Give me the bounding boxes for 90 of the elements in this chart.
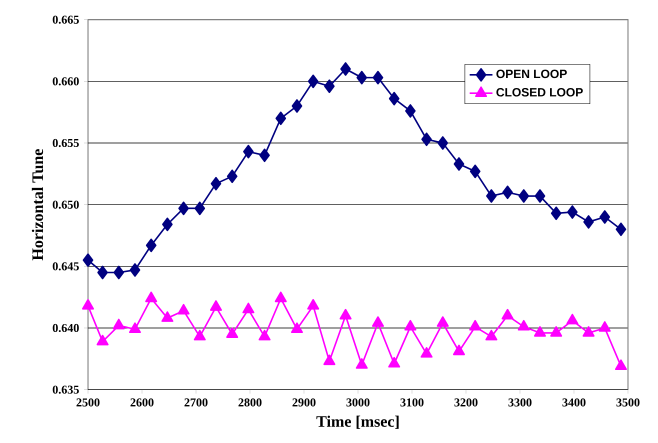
point [356,358,368,369]
point [210,300,222,311]
point [275,112,286,126]
point [226,169,238,184]
y-tick-label: 0.660 [52,77,79,86]
point [130,263,140,277]
point [470,164,480,178]
point [534,189,546,203]
point [162,218,173,232]
x-tick-label: 2600 [130,398,154,406]
legend-label: OPEN LOOP [496,70,567,78]
x-tick-label: 2700 [184,398,208,406]
point [323,354,336,366]
point [518,320,530,331]
point [437,136,448,150]
point [583,215,594,229]
point [307,298,320,310]
point [243,144,254,158]
point [388,356,400,368]
point [146,238,156,252]
x-tick-label: 3000 [346,398,370,406]
point [97,266,108,280]
point [534,326,546,337]
point [614,359,627,370]
point [178,304,190,315]
point [292,99,302,113]
y-tick-label: 0.645 [52,262,79,270]
point [454,157,464,171]
point [82,298,94,310]
point [210,176,222,190]
point [452,344,465,356]
point [112,318,125,330]
x-tick-label: 3300 [508,398,532,406]
point [340,62,351,76]
y-tick-label: 0.635 [52,386,79,394]
point [161,311,174,322]
point [194,202,206,216]
x-tick-label: 3200 [454,398,478,406]
point [550,326,562,337]
y-tick-label: 0.665 [52,16,79,24]
point [242,302,254,314]
point [599,210,610,224]
x-tick-label: 2500 [76,398,100,406]
point [616,222,626,236]
x-tick-label: 3400 [562,398,586,406]
point [194,330,206,340]
point [502,308,514,320]
point [598,321,611,332]
point [226,327,238,338]
point [502,186,513,200]
x-tick-label: 3500 [616,398,640,406]
x-tick-label: 2900 [292,398,316,406]
x-axis-title: Time [msec] [316,416,399,429]
point [550,206,562,220]
y-tick-label: 0.640 [52,324,79,332]
point [469,320,482,331]
y-tick-label: 0.655 [52,138,79,148]
point [82,253,94,267]
point [145,292,158,302]
point [113,266,124,280]
point [290,322,303,334]
y-axis-title: Horizontal Tune [32,149,44,260]
x-tick-label: 3100 [400,398,424,406]
point [96,334,109,346]
point [274,292,287,302]
point [421,132,432,146]
point [582,326,595,337]
point [178,202,189,216]
point [259,148,270,162]
point [388,92,400,106]
point [567,205,578,219]
legend-label: CLOSED LOOP [496,88,583,97]
point [405,104,416,118]
point [340,308,352,320]
point [420,347,433,358]
point [436,316,449,327]
point [404,320,416,331]
point [372,70,384,84]
point [308,74,318,88]
point [356,70,368,84]
point [372,316,384,327]
point [324,79,335,94]
point [485,330,498,340]
point [566,314,578,324]
x-tick-label: 2800 [238,398,262,406]
point [518,189,530,203]
point [258,330,271,340]
y-tick-label: 0.650 [52,200,79,209]
point [486,189,497,203]
point [128,322,141,334]
